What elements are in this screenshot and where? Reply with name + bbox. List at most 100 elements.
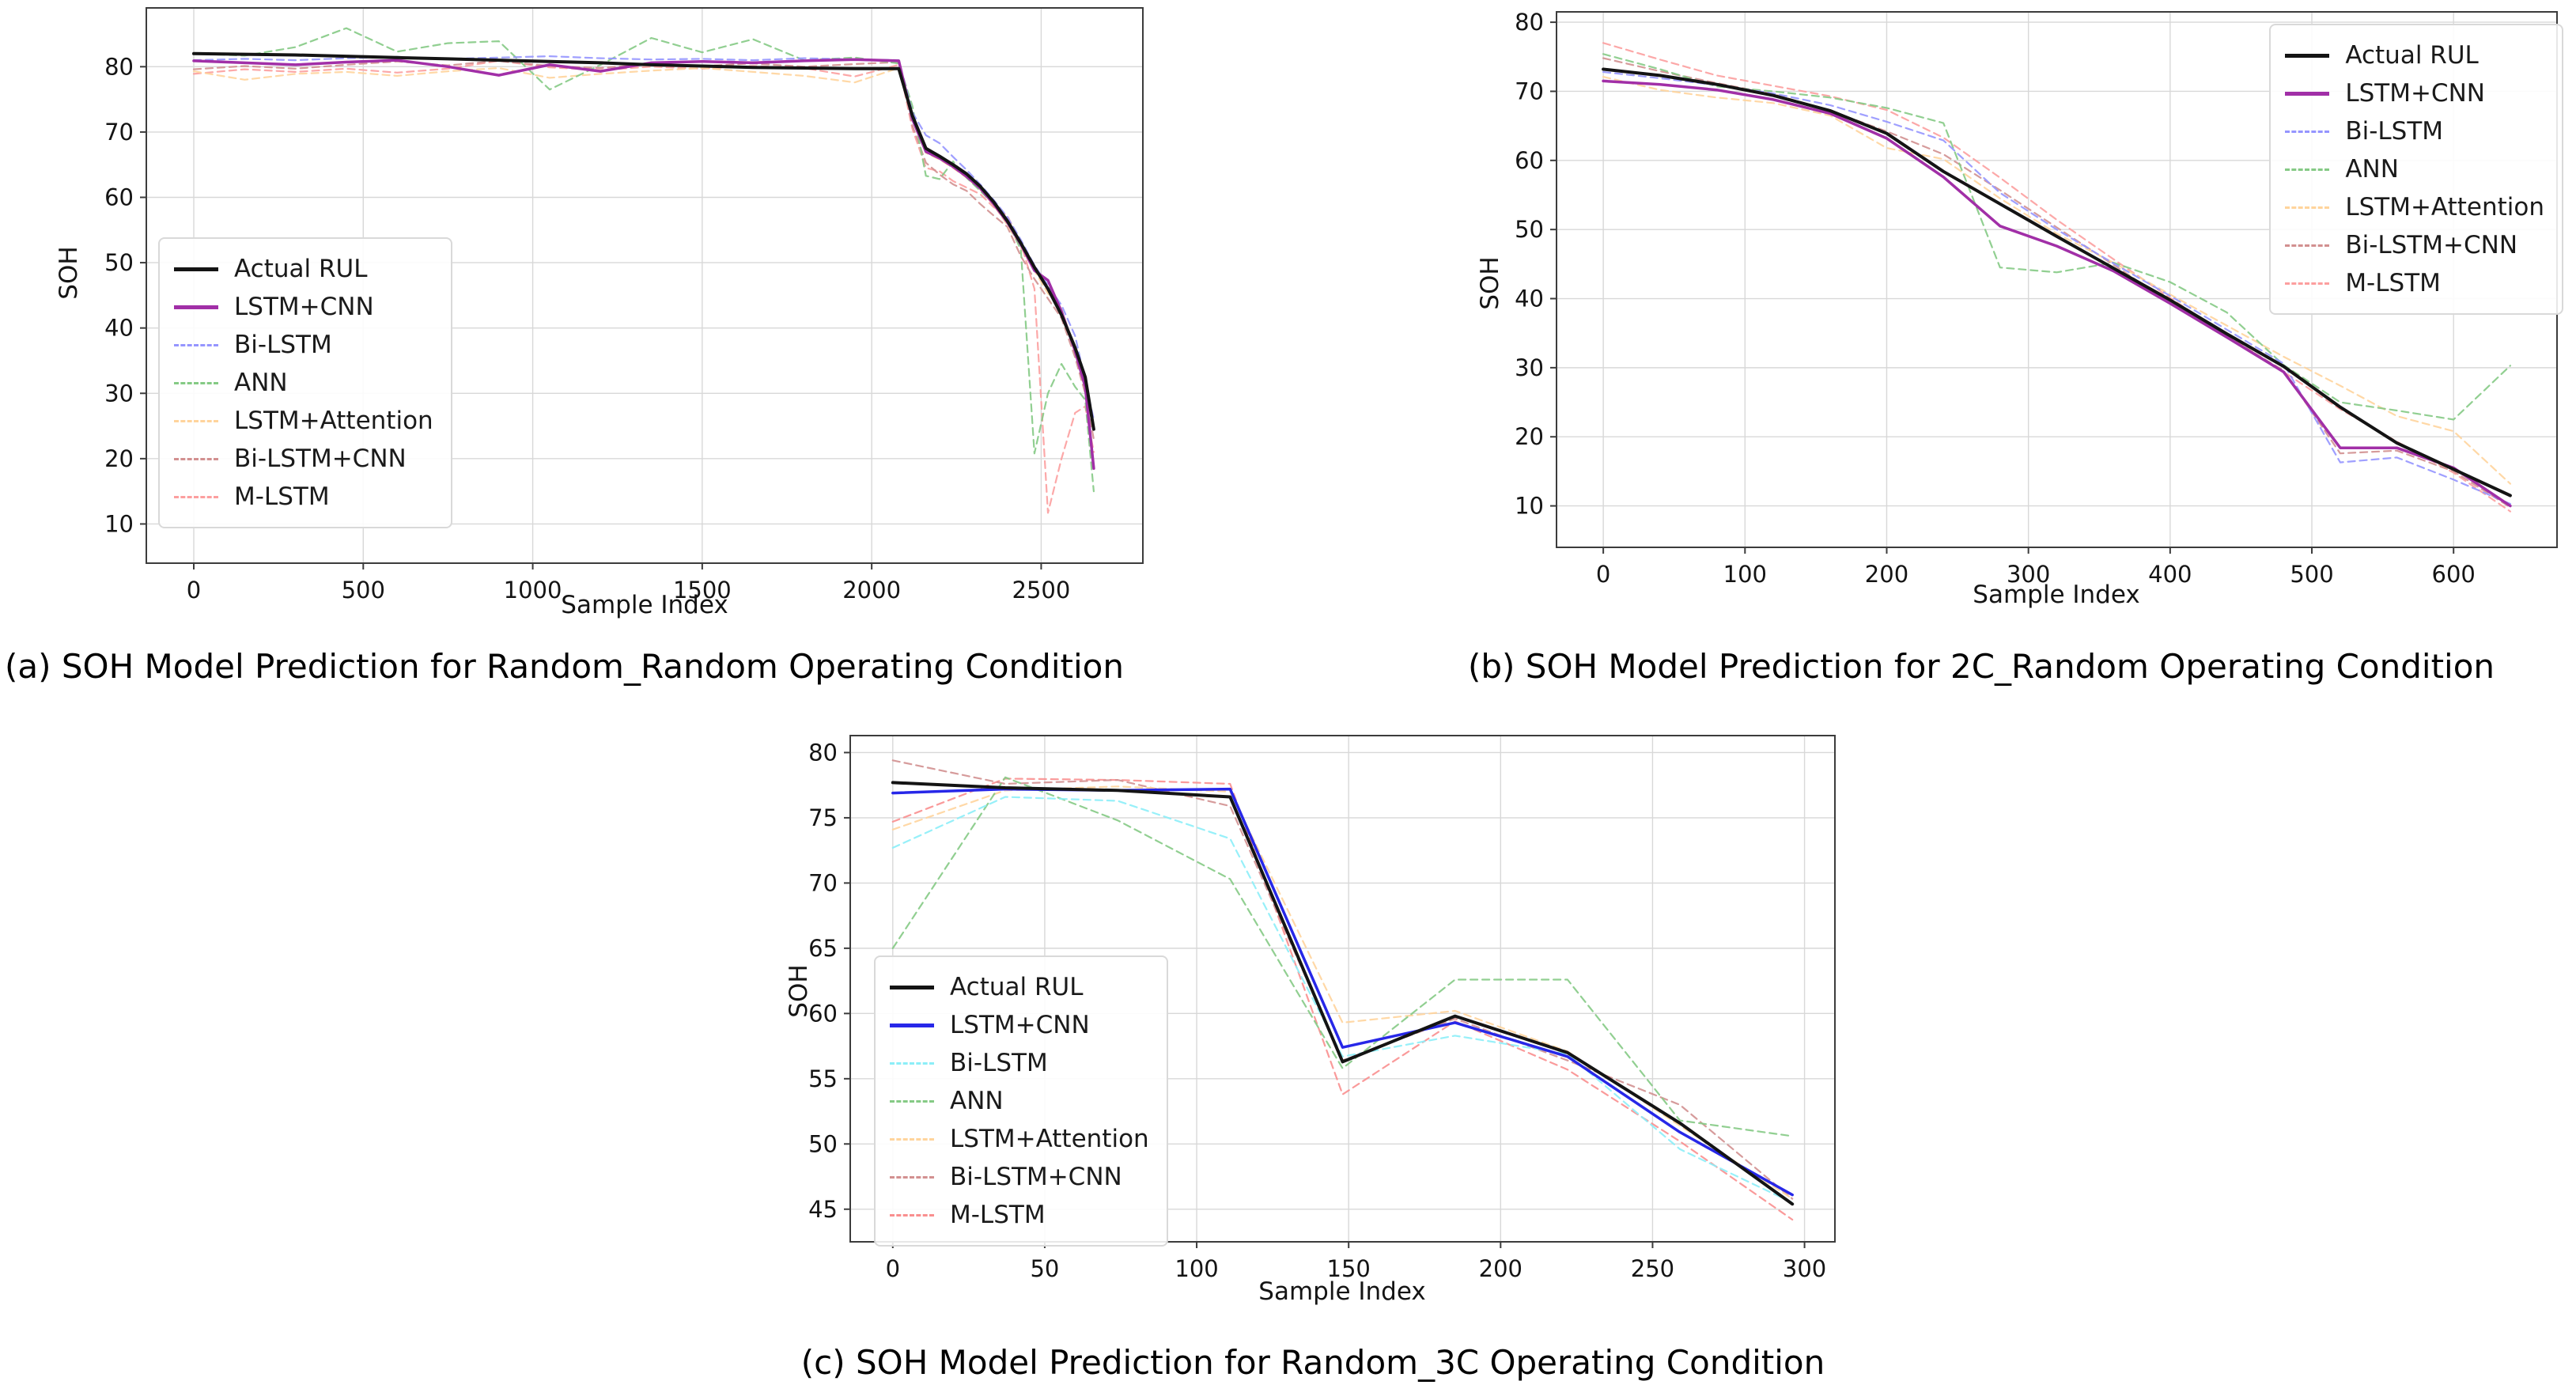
y-tick-label: 80 — [104, 53, 134, 80]
legend-label: Bi-LSTM+CNN — [950, 1163, 1122, 1191]
x-tick-label: 300 — [1783, 1255, 1826, 1282]
x-axis-label: Sample Index — [1258, 1277, 1425, 1306]
x-tick-label: 200 — [1479, 1255, 1523, 1282]
legend-item: ANN — [2285, 150, 2544, 188]
legend-item: M-LSTM — [2285, 264, 2544, 302]
y-tick-label: 55 — [808, 1065, 838, 1092]
chart-canvas: 0 500 1000 1500 2000 2500 10 20 30 40 50 60 70 80 Samp… — [55, 7, 1144, 619]
y-tick-label: 65 — [808, 935, 838, 962]
legend: Actual RUL LSTM+CNN Bi-LSTM ANN LSTM+Attenti… — [2269, 24, 2563, 315]
x-tick-label: 500 — [342, 577, 385, 604]
x-tick-label: 1000 — [504, 577, 562, 604]
legend-line-swatch-icon — [2285, 206, 2330, 209]
legend-line-swatch-icon — [890, 985, 934, 989]
x-axis-label: Sample Index — [1973, 581, 2139, 609]
x-tick-label: 400 — [2148, 561, 2192, 588]
y-tick-label: 80 — [808, 739, 838, 766]
legend-item: M-LSTM — [890, 1196, 1149, 1234]
legend-item: Bi-LSTM+CNN — [174, 440, 433, 478]
series-group — [891, 759, 1795, 1221]
legend-item: LSTM+CNN — [2285, 74, 2544, 112]
y-tick-label: 50 — [808, 1130, 838, 1157]
caption-b: (b) SOH Model Prediction for 2C_Random O… — [1468, 647, 2495, 686]
y-tick-label: 40 — [1515, 286, 1544, 312]
legend-label: M-LSTM — [950, 1201, 1046, 1229]
chart-a: 0 500 1000 1500 2000 2500 10 20 30 40 50 60 70 80 Samp… — [0, 0, 1234, 633]
legend-label: ANN — [234, 369, 288, 397]
x-tick-label: 0 — [1596, 561, 1610, 588]
x-axis-label: Sample Index — [561, 591, 728, 619]
legend-item: Bi-LSTM — [2285, 112, 2544, 150]
legend: Actual RUL LSTM+CNN Bi-LSTM ANN LSTM+Attenti… — [158, 237, 452, 528]
y-tick-label: 80 — [1515, 9, 1544, 36]
plot-border — [146, 7, 1144, 564]
legend-label: Bi-LSTM — [234, 331, 332, 359]
legend-item: ANN — [174, 364, 433, 402]
legend-line-swatch-icon — [174, 419, 218, 422]
x-tick-label: 0 — [886, 1255, 900, 1282]
y-axis-label: SOH — [785, 964, 813, 1017]
legend-line-swatch-icon — [2285, 168, 2330, 171]
legend-item: Actual RUL — [174, 250, 433, 288]
x-tick-label: 2500 — [1012, 577, 1071, 604]
series-group — [1602, 42, 2512, 513]
legend-line-swatch-icon — [2285, 130, 2330, 133]
caption-c: (c) SOH Model Prediction for Random_3C O… — [601, 1343, 2025, 1382]
y-tick-label: 50 — [1515, 216, 1544, 243]
legend-line-swatch-icon — [2285, 91, 2330, 96]
legend-item: M-LSTM — [174, 478, 433, 516]
x-tick-label: 100 — [1175, 1255, 1218, 1282]
x-tick-label: 500 — [2290, 561, 2333, 588]
legend-label: Actual RUL — [234, 255, 368, 283]
legend-label: M-LSTM — [2345, 269, 2441, 297]
y-tick-label: 10 — [1515, 493, 1544, 520]
legend-line-swatch-icon — [890, 1099, 934, 1103]
legend-label: Bi-LSTM+CNN — [2345, 231, 2518, 259]
legend-line-swatch-icon — [2285, 244, 2330, 247]
x-tick-label: 250 — [1631, 1255, 1674, 1282]
y-tick-label: 30 — [104, 380, 134, 407]
legend-line-swatch-icon — [2285, 282, 2330, 285]
series-line-actual-rul — [891, 781, 1795, 1206]
legend-line-swatch-icon — [890, 1137, 934, 1141]
legend-item: Bi-LSTM — [174, 326, 433, 364]
legend-label: ANN — [950, 1087, 1004, 1115]
y-tick-label: 10 — [104, 510, 134, 537]
legend-line-swatch-icon — [174, 495, 218, 498]
legend-item: Actual RUL — [2285, 36, 2544, 74]
series-line-actual-rul — [1602, 67, 2512, 498]
series-group — [192, 27, 1095, 514]
legend-label: M-LSTM — [234, 482, 330, 511]
legend-line-swatch-icon — [890, 1023, 934, 1027]
x-tick-label: 150 — [1327, 1255, 1371, 1282]
series-line-lstm-attention — [1602, 75, 2512, 485]
legend-label: LSTM+CNN — [2345, 79, 2485, 108]
legend-item: LSTM+Attention — [174, 402, 433, 440]
legend-line-swatch-icon — [174, 267, 218, 271]
caption-c-text: (c) SOH Model Prediction for Random_3C O… — [800, 1343, 1825, 1382]
legend-label: Bi-LSTM — [2345, 117, 2444, 146]
legend-label: LSTM+CNN — [950, 1011, 1090, 1039]
series-line-bi-lstm — [1602, 70, 2512, 505]
chart-c: 0 50 100 150 200 250 300 45 50 55 60 65 70 75 80 Sample… — [783, 716, 1847, 1341]
x-tick-label: 200 — [1865, 561, 1908, 588]
y-tick-label: 70 — [808, 869, 838, 896]
x-tick-label: 2000 — [842, 577, 901, 604]
plot-border — [849, 735, 1836, 1243]
series-line-actual-rul — [192, 51, 1095, 431]
y-tick-label: 70 — [104, 119, 134, 146]
caption-a: (a) SOH Model Prediction for Random_Rand… — [5, 647, 1124, 686]
y-tick-label: 75 — [808, 804, 838, 831]
series-line-bi-lstm — [891, 796, 1794, 1204]
x-tick-label: 1500 — [673, 577, 732, 604]
series-line-ann — [891, 776, 1794, 1137]
tick-labels: 0 100 200 300 400 500 600 10 20 30 40 50 60 70 80 — [1515, 9, 2476, 588]
legend-label: Actual RUL — [2345, 41, 2479, 70]
y-tick-label: 20 — [1515, 423, 1544, 450]
x-tick-label: 100 — [1723, 561, 1767, 588]
legend-item: LSTM+Attention — [890, 1120, 1149, 1158]
legend-item: Actual RUL — [890, 968, 1149, 1006]
legend-item: LSTM+Attention — [2285, 188, 2544, 226]
y-tick-label: 60 — [104, 184, 134, 211]
